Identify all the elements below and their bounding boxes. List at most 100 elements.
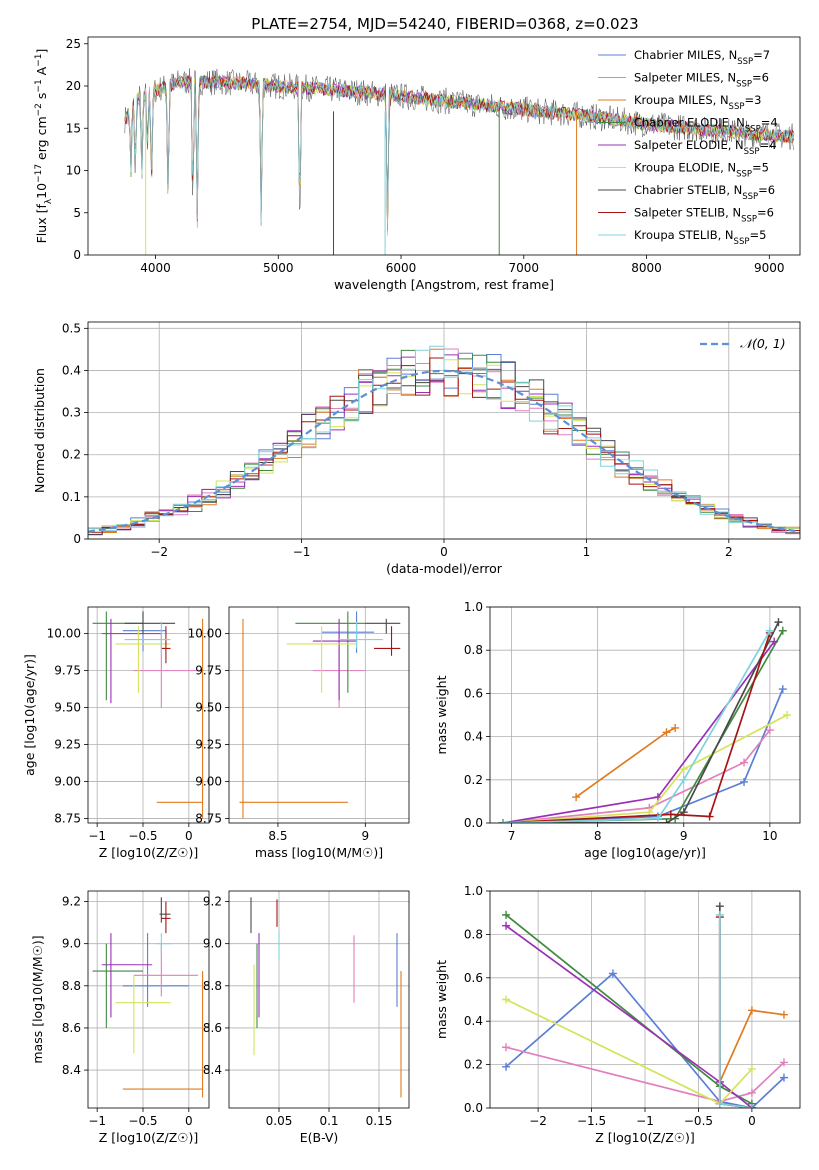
axes-frame	[228, 890, 410, 1109]
y-tick-label: 9.75	[54, 664, 81, 678]
series-marker	[608, 969, 617, 978]
y-tick-label: 0.2	[464, 773, 483, 787]
y-tick-label: 0.8	[464, 643, 483, 657]
x-tick-label: −2	[529, 1114, 547, 1128]
y-tick-label: 5	[73, 206, 81, 220]
series-marker	[502, 1043, 511, 1052]
x-axis-label: age [log10(age/yr)]	[584, 845, 706, 860]
series-marker	[662, 819, 671, 823]
series-marker	[778, 685, 787, 694]
legend-label: Chabrier ELODIE, NSSP=4	[634, 116, 778, 135]
spectrum-line-8	[124, 74, 795, 231]
axes-frame	[489, 606, 801, 824]
series-marker	[502, 995, 511, 1004]
axis-group-mass-vs-Z: −1 −0.5 0 8.4 8.6 8.8 9.0 9.2	[62, 891, 209, 1128]
x-tick-label: −0.5	[684, 1114, 713, 1128]
x-tick-label: −0.5	[128, 1114, 157, 1128]
legend-label: Salpeter MILES, NSSP=6	[634, 71, 769, 90]
age-vs-mass-panel: 8.5 9 8.75 9.00 9.25 9.50 9.75 10.00 mass [log10…	[188, 606, 410, 860]
x-tick-label: 0	[748, 1114, 756, 1128]
series-marker	[747, 1064, 756, 1073]
x-tick-label: 9	[680, 829, 688, 843]
figure-title: PLATE=2754, MJD=54240, FIBERID=0368, z=0…	[251, 15, 638, 33]
axis-group-residuals: −2 −1 0 1 2 0 0.1 0.2 0.3 0.4 0.5	[62, 321, 800, 559]
series-line-1	[505, 1046, 785, 1103]
x-tick-label: −1	[636, 1114, 654, 1128]
series-marker	[715, 910, 724, 919]
series-marker	[770, 637, 779, 646]
x-axis-label: Z [log10(Z/Z☉)]	[99, 1130, 199, 1145]
y-tick-label: 9.00	[195, 775, 222, 789]
series-line-5	[502, 714, 788, 823]
plot-area-residuals	[88, 345, 800, 539]
x-tick-label: 7	[508, 829, 516, 843]
series-marker	[502, 910, 511, 919]
series-marker	[715, 1099, 724, 1108]
x-tick-label: 4000	[140, 261, 171, 275]
x-tick-label: 2	[725, 545, 733, 559]
x-axis-label: Z [log10(Z/Z☉)]	[595, 1130, 695, 1145]
plot-area-weight-vs-age	[498, 618, 792, 823]
x-tick-label: −0.5	[128, 829, 157, 843]
y-tick-label: 0	[73, 248, 81, 262]
x-axis-label: (data-model)/error	[386, 561, 503, 576]
y-axis-label: mass [log10(M/M☉)]	[30, 935, 45, 1063]
series-marker	[498, 819, 507, 823]
y-tick-label: 0.0	[464, 816, 483, 830]
x-tick-label: 0	[185, 829, 193, 843]
plot-area-mass-vs-Z	[92, 897, 204, 1098]
y-tick-label: 0.6	[464, 971, 483, 985]
y-tick-label: 8.6	[203, 1021, 222, 1035]
y-tick-label: 0.4	[62, 363, 81, 377]
mass-vs-Z-panel: −1 −0.5 0 8.4 8.6 8.8 9.0 9.2 Z [log10(Z/Z☉)] mas…	[30, 890, 210, 1145]
series-marker	[502, 921, 511, 930]
series-line-4	[502, 641, 775, 823]
x-tick-label: −1	[88, 1114, 106, 1128]
y-tick-label: 9.25	[54, 738, 81, 752]
legend-label: Chabrier MILES, NSSP=7	[634, 48, 770, 67]
x-tick-label: 7000	[509, 261, 540, 275]
y-axis-label: mass weight	[434, 960, 449, 1039]
series-marker	[662, 728, 671, 737]
x-axis-label: Z [log10(Z/Z☉)]	[99, 845, 199, 860]
y-tick-label: 9.0	[62, 937, 81, 951]
x-axis-label: wavelength [Angstrom, rest frame]	[334, 277, 554, 292]
axes-frame	[489, 890, 801, 1109]
axis-group-weight-vs-age: 7 8 9 10 0.0 0.2 0.4 0.6 0.8 1.0	[464, 600, 800, 843]
x-tick-label: −2	[150, 545, 168, 559]
x-tick-label: 0	[440, 545, 448, 559]
series-marker	[765, 626, 774, 635]
legend-label: 𝒩(0, 1)	[740, 336, 786, 351]
spectrum-panel: 4000 5000 6000 7000 8000 9000 0 5 10 15 20 25 wavele…	[34, 36, 801, 292]
legend-label: Kroupa ELODIE, NSSP=5	[634, 161, 769, 180]
y-axis-label: age [log10(age/yr)]	[22, 654, 37, 776]
axis-group-age-vs-mass: 8.5 9 8.75 9.00 9.25 9.50 9.75 10.00	[188, 607, 409, 843]
y-tick-label: 9.25	[195, 738, 222, 752]
series-marker	[502, 1062, 511, 1071]
y-axis-label: Flux [fλ10−17 erg cm−2 s−1 A−1]	[34, 49, 54, 244]
legend-label: Salpeter STELIB, NSSP=6	[634, 206, 774, 225]
series-line-7	[718, 917, 753, 1108]
y-tick-label: 0.3	[62, 406, 81, 420]
axis-group-spectrum: 4000 5000 6000 7000 8000 9000 0 5 10 15 20 25	[66, 37, 785, 275]
y-tick-label: 0.0	[464, 1101, 483, 1115]
spectrum-line-7	[124, 75, 795, 231]
spectrum-legend: Chabrier MILES, NSSP=7 Salpeter MILES, NS…	[598, 48, 778, 247]
y-tick-label: 8.8	[203, 979, 222, 993]
series-line-6	[718, 906, 753, 1108]
weight-vs-Z-panel: −2 −1.5 −1 −0.5 0 0.0 0.2 0.4 0.6 0.8 1.0 Z [log10(…	[434, 884, 801, 1145]
axes-frame	[87, 321, 801, 540]
y-tick-label: 20	[66, 79, 81, 93]
y-tick-label: 9.50	[54, 701, 81, 715]
series-marker	[705, 812, 714, 821]
plot-area-age-vs-Z	[92, 611, 204, 819]
histogram-8	[88, 345, 800, 539]
x-tick-label: 10	[762, 829, 777, 843]
series-marker	[783, 711, 792, 719]
series-marker	[671, 723, 680, 732]
y-tick-label: 1.0	[464, 884, 483, 898]
plot-area-mass-vs-EBV	[250, 897, 402, 1098]
series-line-6	[502, 621, 780, 823]
y-tick-label: 9.2	[203, 895, 222, 909]
